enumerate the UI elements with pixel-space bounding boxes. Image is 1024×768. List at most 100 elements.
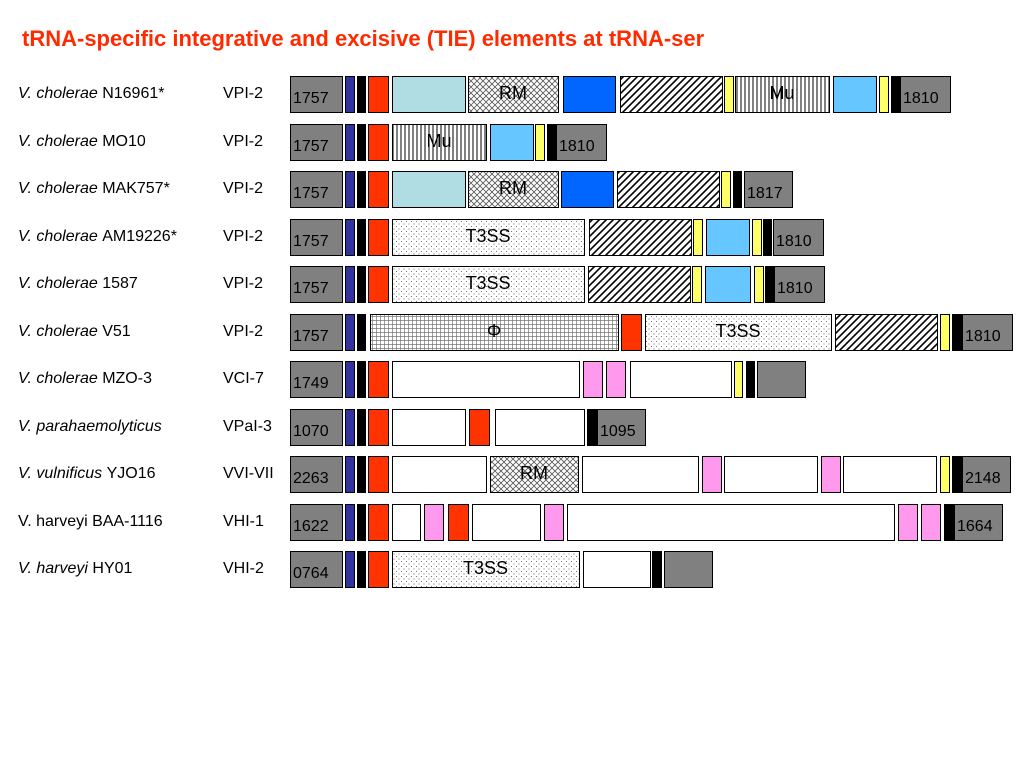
strain-row: V. cholerae 1587 VPI-2 1757 T3SS 1810 <box>18 266 825 303</box>
flank-gene-box <box>290 76 343 113</box>
navy-gene-box <box>345 551 355 588</box>
red-gene-box <box>368 76 389 113</box>
navy-gene-box <box>345 504 355 541</box>
flank-number-label: 1095 <box>600 423 636 440</box>
strain-label: V. parahaemolyticus <box>18 418 162 435</box>
hatched-region <box>617 171 720 208</box>
flank-number-label: 1757 <box>293 233 329 250</box>
yellow-gene-box <box>940 314 950 351</box>
black-gene-box <box>763 219 772 256</box>
red-gene-box <box>368 124 389 161</box>
blue-gene-box <box>563 76 616 113</box>
flank-number-label: 1749 <box>293 375 329 392</box>
t3ss-region <box>392 551 580 588</box>
yellow-gene-box <box>692 266 702 303</box>
flank-number-label: 1757 <box>293 138 329 155</box>
flank-gene-box <box>290 456 343 493</box>
flank-number-label: 1810 <box>903 90 939 107</box>
strain-species: V. cholerae <box>18 370 98 387</box>
blue-gene-box <box>561 171 614 208</box>
yellow-gene-box <box>721 171 731 208</box>
flank-number-label: 1664 <box>957 518 993 535</box>
strain-id: 1587 <box>98 275 138 292</box>
strain-row: V. cholerae MZO-3 VCI-7 1749 <box>18 361 806 398</box>
black-gene-box <box>357 504 366 541</box>
strain-label: V. harveyi HY01 <box>18 560 133 577</box>
flank-gene-box <box>744 171 793 208</box>
strain-label: V. cholerae MAK757* <box>18 180 170 197</box>
navy-gene-box <box>345 361 355 398</box>
element-label: VPI-2 <box>223 228 263 245</box>
region-label: RM <box>499 83 527 103</box>
flank-gene-box <box>962 456 1011 493</box>
white-gene-box <box>392 361 580 398</box>
white-gene-box <box>392 456 487 493</box>
flank-gene-box <box>290 124 343 161</box>
element-label: VCI-7 <box>223 370 264 387</box>
element-label: VPI-2 <box>223 323 263 340</box>
rm-region <box>468 76 559 113</box>
black-gene-box <box>357 219 366 256</box>
strain-row: V. cholerae V51 VPI-2 1757 Φ T3SS 1810 <box>18 314 1013 351</box>
strain-species: V. vulnificus <box>18 465 102 482</box>
flank-gene-box <box>290 171 343 208</box>
red-gene-box <box>368 409 389 446</box>
flank-number-label: 1810 <box>777 280 813 297</box>
flank-gene-box <box>290 219 343 256</box>
black-gene-box <box>357 314 366 351</box>
skyblue-gene-box <box>705 266 751 303</box>
region-label: RM <box>499 178 527 198</box>
flank-gene-box <box>290 504 343 541</box>
strain-id: N16961* <box>98 85 165 102</box>
white-gene-box <box>567 504 895 541</box>
strain-label: V. harveyi BAA-1116 <box>18 513 163 530</box>
rm-region <box>490 456 579 493</box>
strain-id: V. harveyi BAA-1116 <box>18 513 163 530</box>
flank-number-label: 1810 <box>776 233 812 250</box>
pink-gene-box <box>821 456 841 493</box>
white-gene-box <box>724 456 818 493</box>
flank-gene-box <box>962 314 1013 351</box>
strain-row: V. cholerae MAK757* VPI-2 1757 RM 1817 <box>18 171 793 208</box>
flank-number-label: 1757 <box>293 280 329 297</box>
region-label: Mu <box>426 131 451 151</box>
strain-label: V. cholerae V51 <box>18 323 131 340</box>
t3ss-region <box>392 219 585 256</box>
strain-label: V. cholerae MZO-3 <box>18 370 152 387</box>
flank-gene-box <box>954 504 1003 541</box>
black-gene-box <box>357 551 366 588</box>
red-gene-box <box>368 171 389 208</box>
flank-number-label: 1817 <box>747 185 783 202</box>
white-gene-box <box>843 456 937 493</box>
strain-row: V. cholerae N16961* VPI-2 1757 RM Mu 1810 <box>18 76 951 113</box>
strain-row: V. parahaemolyticus VPaI-3 1070 1095 <box>18 409 646 446</box>
flank-number-label: 2263 <box>293 470 329 487</box>
region-label: Φ <box>487 321 501 341</box>
mu-region <box>392 124 487 161</box>
flank-number-label: 2148 <box>965 470 1001 487</box>
black-gene-box <box>952 456 962 493</box>
flank-gene-box <box>290 266 343 303</box>
strain-species: V. parahaemolyticus <box>18 418 162 435</box>
black-gene-box <box>587 409 597 446</box>
yellow-gene-box <box>535 124 545 161</box>
white-gene-box <box>582 456 699 493</box>
red-gene-box <box>469 409 490 446</box>
hatched-region <box>588 266 691 303</box>
flank-gene-box <box>290 551 343 588</box>
black-gene-box <box>652 551 662 588</box>
navy-gene-box <box>345 76 355 113</box>
strain-row: V. vulnificus YJO16 VVI-VII 2263 RM 2148 <box>18 456 1011 493</box>
navy-gene-box <box>345 314 355 351</box>
red-gene-box <box>368 361 389 398</box>
element-label: VPI-2 <box>223 133 263 150</box>
hatched-region <box>589 219 692 256</box>
flank-gene-box <box>290 314 343 351</box>
black-gene-box <box>357 409 366 446</box>
black-gene-box <box>357 361 366 398</box>
black-gene-box <box>944 504 954 541</box>
red-gene-box <box>621 314 642 351</box>
skyblue-gene-box <box>490 124 534 161</box>
